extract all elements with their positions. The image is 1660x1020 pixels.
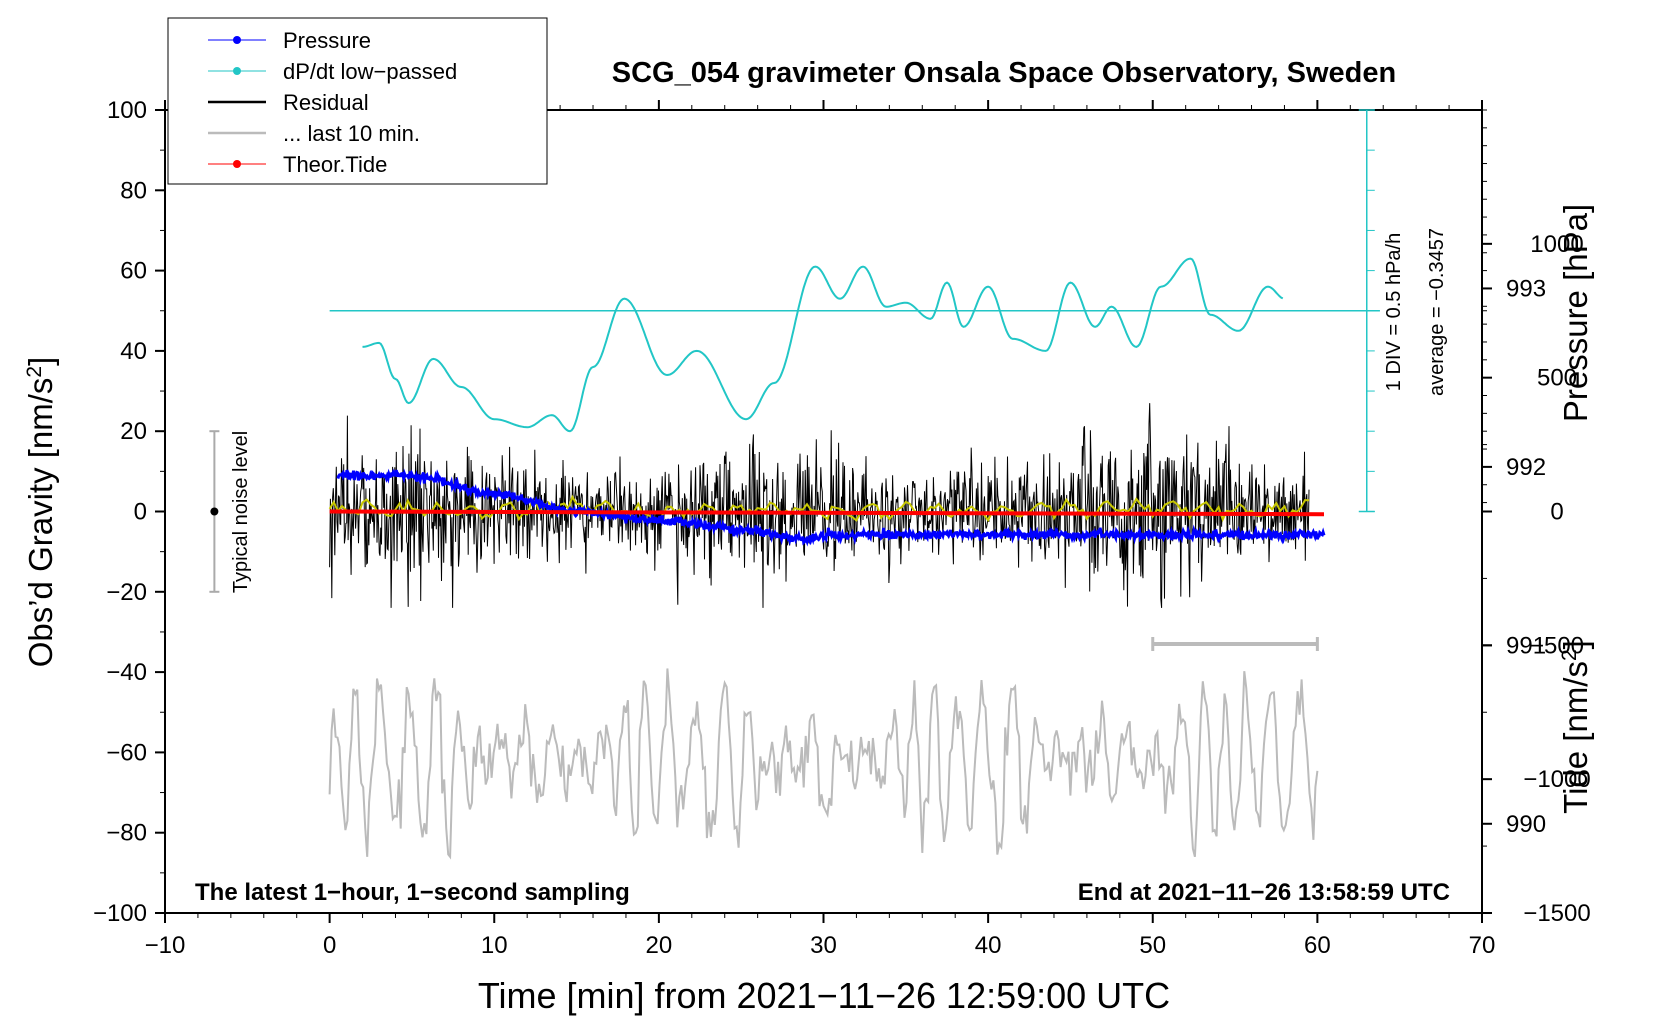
x-tick-label: 60 — [1304, 932, 1331, 959]
legend: Pressure dP/dt low−passed Residual ... last… — [167, 17, 548, 185]
y-tick-label: 60 — [120, 258, 147, 285]
y-axis-label-left-sup: 2 — [23, 366, 46, 378]
last10-window-bar — [1151, 636, 1319, 651]
tide-tick-label: −1000 — [1523, 766, 1590, 793]
annotation-end-time: End at 2021−11−26 13:58:59 UTC — [1078, 879, 1450, 906]
tide-tick-label: 1000 — [1530, 231, 1583, 258]
y-axis-label-tide: Tide [nm/s2] — [1557, 640, 1594, 814]
x-tick-label: 0 — [323, 932, 336, 959]
legend-swatch-marker — [233, 36, 241, 44]
x-tick-label: 30 — [810, 932, 837, 959]
legend-label: dP/dt low−passed — [283, 59, 457, 84]
tide-tick-label: −1500 — [1523, 900, 1590, 927]
y-tick-label: 80 — [120, 177, 147, 204]
noise-center-dot — [210, 507, 219, 516]
series-dpdt-line — [362, 257, 1284, 433]
series-last10-line — [328, 668, 1319, 860]
x-tick-label: 40 — [975, 932, 1002, 959]
y-axis-label-left: Obs’d Gravity [nm/s2] — [22, 357, 59, 668]
y-axis-label-tide-main: Tide [nm/s — [1557, 661, 1594, 814]
legend-label: Residual — [283, 90, 369, 115]
legend-label: Pressure — [283, 28, 371, 53]
y-tick-label: −40 — [106, 659, 147, 686]
dpdt-div-label: 1 DIV = 0.5 hPa/h — [1383, 233, 1405, 391]
series-pressure-line — [336, 468, 1326, 547]
y-tick-label: −20 — [106, 579, 147, 606]
y-axis-label-left-tail: ] — [22, 357, 59, 366]
pressure-tick-label: 990 — [1506, 811, 1546, 838]
y-tick-label: −60 — [106, 739, 147, 766]
tide-tick-label: −500 — [1530, 632, 1584, 659]
pressure-tick-label: 993 — [1506, 275, 1546, 302]
tide-tick-label: 0 — [1550, 499, 1563, 526]
y-axis-label-pressure: Pressure [hPa] — [1557, 204, 1594, 422]
x-tick-label: 70 — [1469, 932, 1496, 959]
y-tick-label: 100 — [107, 97, 147, 124]
dpdt-scale-bar — [1358, 109, 1375, 513]
legend-label: ... last 10 min. — [283, 121, 420, 146]
x-tick-label: −10 — [145, 932, 186, 959]
y-tick-label: 0 — [134, 499, 147, 526]
legend-swatch-marker — [233, 67, 241, 75]
noise-level-indicator — [209, 430, 220, 593]
annotation-sampling: The latest 1−hour, 1−second sampling — [195, 879, 630, 906]
series-residual-line — [329, 403, 1310, 608]
x-axis-label: Time [min] from 2021−11−26 12:59:00 UTC — [478, 975, 1170, 1016]
legend-swatch-marker — [233, 160, 241, 168]
chart-title: SCG_054 gravimeter Onsala Space Observat… — [612, 57, 1396, 89]
tide-tick-label: 500 — [1537, 365, 1577, 392]
y-axis-label-tide-sup: 2 — [1558, 649, 1581, 661]
y-axis-label-tide-tail: ] — [1557, 640, 1594, 649]
y-axis-label-left-main: Obs’d Gravity [nm/s — [22, 378, 59, 668]
x-tick-label: 10 — [481, 932, 508, 959]
series-tide-line — [329, 509, 1325, 517]
pressure-tick-label: 992 — [1506, 454, 1546, 481]
x-tick-label: 50 — [1139, 932, 1166, 959]
pressure-tick-label: 991 — [1506, 632, 1546, 659]
y-tick-label: −80 — [106, 820, 147, 847]
x-tick-label: 20 — [646, 932, 673, 959]
dpdt-average-label: average = −0.3457 — [1426, 228, 1448, 396]
y-tick-label: 20 — [120, 418, 147, 445]
y-tick-label: −100 — [93, 900, 147, 927]
noise-level-label: Typical noise level — [230, 431, 252, 593]
legend-label: Theor.Tide — [283, 152, 387, 177]
y-tick-label: 40 — [120, 338, 147, 365]
